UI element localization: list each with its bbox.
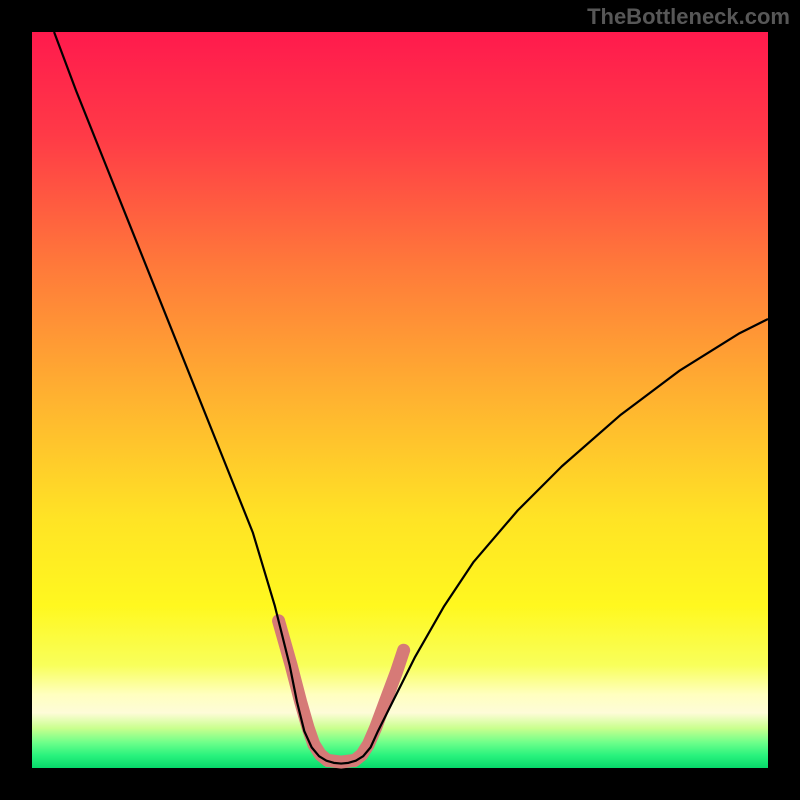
chart-container: TheBottleneck.com <box>0 0 800 800</box>
watermark-text: TheBottleneck.com <box>587 4 790 30</box>
chart-svg <box>0 0 800 800</box>
